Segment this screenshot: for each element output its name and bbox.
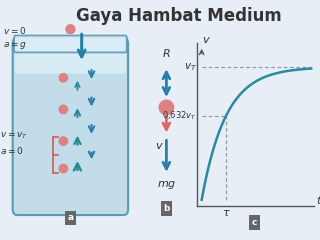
Text: $0{,}632v_T$: $0{,}632v_T$ [162, 110, 197, 122]
Text: $a = 0$: $a = 0$ [0, 145, 24, 156]
Text: $\tau$: $\tau$ [222, 208, 230, 218]
Text: R: R [163, 49, 170, 59]
Text: $v = v_T$: $v = v_T$ [0, 131, 28, 141]
Text: $v$: $v$ [202, 35, 211, 45]
Point [61, 167, 66, 170]
Point [61, 139, 66, 143]
Text: a: a [67, 213, 74, 222]
Text: $v$: $v$ [155, 141, 164, 151]
Text: c: c [252, 218, 257, 227]
Text: b: b [163, 204, 170, 213]
FancyBboxPatch shape [14, 36, 127, 52]
Text: $a = g$: $a = g$ [3, 40, 27, 51]
Point [61, 76, 66, 80]
Text: $v = 0$: $v = 0$ [3, 25, 26, 36]
Text: $mg$: $mg$ [157, 179, 176, 191]
Text: $v_T$: $v_T$ [184, 61, 197, 73]
FancyBboxPatch shape [13, 38, 128, 215]
Text: Gaya Hambat Medium: Gaya Hambat Medium [76, 7, 282, 25]
Text: $t$: $t$ [316, 194, 320, 206]
Point [61, 108, 66, 111]
Point [164, 106, 169, 109]
Point [68, 27, 73, 31]
FancyBboxPatch shape [15, 38, 126, 73]
